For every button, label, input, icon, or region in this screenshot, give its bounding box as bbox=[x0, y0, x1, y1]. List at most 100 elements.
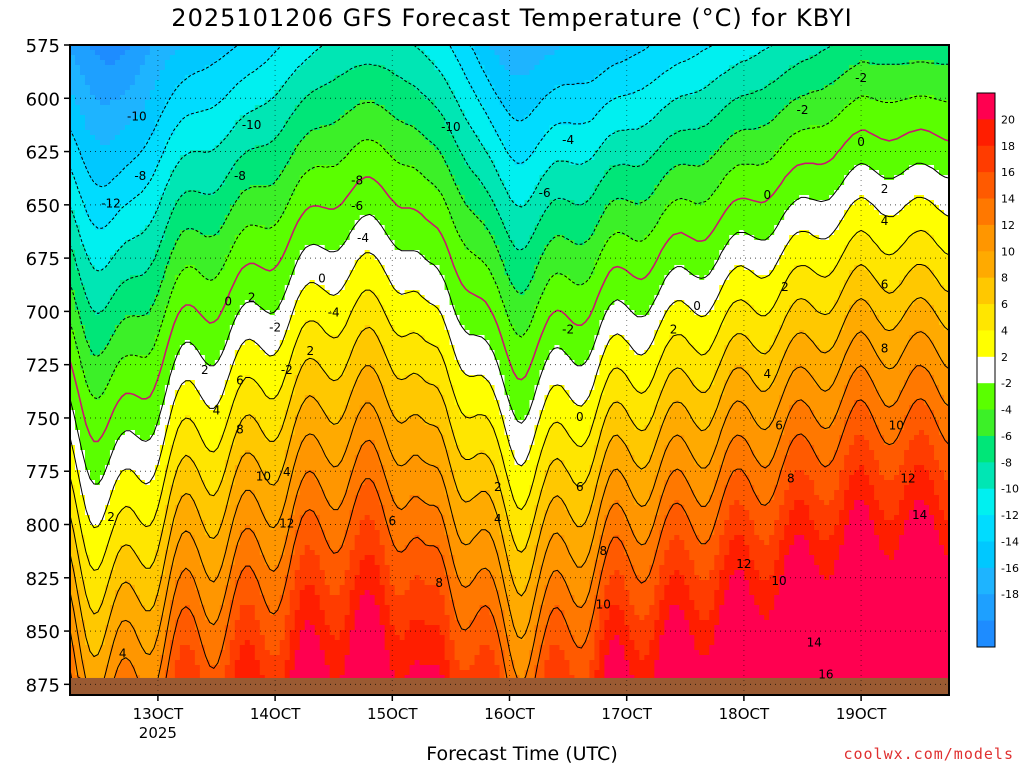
temperature-cell bbox=[104, 155, 111, 161]
temperature-cell bbox=[334, 55, 341, 61]
temperature-cell bbox=[544, 55, 551, 61]
temperature-cell bbox=[619, 65, 625, 71]
temperature-cell bbox=[919, 80, 925, 86]
temperature-cell bbox=[684, 55, 690, 61]
temperature-cell bbox=[154, 150, 161, 156]
temperature-cell bbox=[504, 55, 511, 61]
temperature-cell bbox=[254, 125, 261, 131]
temperature-cell bbox=[484, 155, 491, 161]
temperature-cell bbox=[224, 130, 231, 136]
temperature-cell bbox=[374, 60, 381, 66]
temperature-cell bbox=[104, 55, 111, 61]
temperature-cell bbox=[399, 45, 406, 51]
temperature-cell bbox=[714, 170, 720, 176]
temperature-cell bbox=[589, 180, 595, 186]
temperature-cell bbox=[289, 45, 296, 51]
temperature-cell bbox=[414, 125, 421, 131]
temperature-cell bbox=[214, 175, 221, 181]
temperature-cell bbox=[919, 105, 925, 111]
temperature-cell bbox=[504, 120, 511, 126]
temperature-cell bbox=[134, 105, 141, 111]
temperature-cell bbox=[504, 155, 511, 161]
temperature-cell bbox=[189, 170, 196, 176]
temperature-cell bbox=[339, 95, 346, 101]
temperature-cell bbox=[94, 95, 101, 101]
temperature-cell bbox=[389, 175, 396, 181]
temperature-cell bbox=[79, 95, 86, 101]
temperature-cell bbox=[504, 60, 511, 66]
temperature-cell bbox=[204, 80, 211, 86]
temperature-cell bbox=[484, 140, 491, 146]
temperature-cell bbox=[154, 85, 161, 91]
temperature-cell bbox=[484, 130, 491, 136]
temperature-cell bbox=[104, 45, 111, 51]
temperature-cell bbox=[619, 145, 625, 151]
temperature-cell bbox=[119, 80, 126, 86]
temperature-cell bbox=[839, 80, 845, 86]
temperature-cell bbox=[524, 150, 531, 156]
temperature-cell bbox=[889, 95, 895, 101]
temperature-cell bbox=[584, 155, 590, 161]
temperature-cell bbox=[249, 130, 256, 136]
temperature-cell bbox=[889, 55, 895, 61]
temperature-cell bbox=[309, 105, 316, 111]
temperature-cell bbox=[414, 170, 421, 176]
temperature-cell bbox=[164, 115, 171, 121]
temperature-cell bbox=[764, 155, 770, 161]
temperature-cell bbox=[394, 130, 401, 136]
temperature-cell bbox=[134, 155, 141, 161]
temperature-cell bbox=[659, 45, 665, 51]
temperature-cell bbox=[809, 50, 815, 56]
temperature-cell bbox=[824, 50, 830, 56]
temperature-cell bbox=[789, 45, 795, 51]
temperature-cell bbox=[944, 115, 949, 121]
temperature-cell bbox=[554, 170, 561, 176]
temperature-cell bbox=[599, 155, 605, 161]
temperature-cell bbox=[469, 110, 476, 116]
temperature-cell bbox=[369, 145, 376, 151]
temperature-cell bbox=[809, 155, 815, 161]
temperature-cell bbox=[844, 105, 850, 111]
temperature-cell bbox=[159, 135, 166, 141]
temperature-cell bbox=[934, 115, 940, 121]
temperature-cell bbox=[139, 145, 146, 151]
temperature-cell bbox=[344, 180, 351, 186]
temperature-cell bbox=[79, 135, 86, 141]
temperature-cell bbox=[134, 50, 141, 56]
temperature-cell bbox=[849, 180, 855, 186]
temperature-cell bbox=[274, 95, 281, 101]
temperature-cell bbox=[259, 150, 266, 156]
temperature-cell bbox=[409, 125, 416, 131]
temperature-cell bbox=[89, 130, 96, 136]
temperature-cell bbox=[779, 80, 785, 86]
temperature-cell bbox=[329, 75, 336, 81]
temperature-cell bbox=[674, 105, 680, 111]
temperature-cell bbox=[114, 130, 121, 136]
temperature-cell bbox=[324, 165, 331, 171]
temperature-cell bbox=[734, 175, 740, 181]
temperature-cell bbox=[444, 160, 451, 166]
temperature-cell bbox=[249, 135, 256, 141]
temperature-cell bbox=[649, 125, 655, 131]
temperature-cell bbox=[684, 70, 690, 76]
temperature-cell bbox=[614, 65, 620, 71]
temperature-cell bbox=[729, 105, 735, 111]
temperature-cell bbox=[594, 95, 600, 101]
temperature-cell bbox=[849, 130, 855, 136]
temperature-cell bbox=[849, 85, 855, 91]
temperature-cell bbox=[909, 115, 915, 121]
temperature-cell bbox=[424, 135, 431, 141]
temperature-cell bbox=[229, 95, 236, 101]
temperature-cell bbox=[269, 50, 276, 56]
temperature-cell bbox=[604, 145, 610, 151]
temperature-cell bbox=[549, 120, 556, 126]
temperature-cell bbox=[384, 160, 391, 166]
temperature-cell bbox=[539, 175, 546, 181]
temperature-cell bbox=[829, 115, 835, 121]
temperature-cell bbox=[114, 85, 121, 91]
temperature-cell bbox=[574, 75, 581, 81]
temperature-cell bbox=[84, 150, 91, 156]
temperature-cell bbox=[194, 95, 201, 101]
temperature-cell bbox=[309, 155, 316, 161]
temperature-cell bbox=[259, 165, 266, 171]
